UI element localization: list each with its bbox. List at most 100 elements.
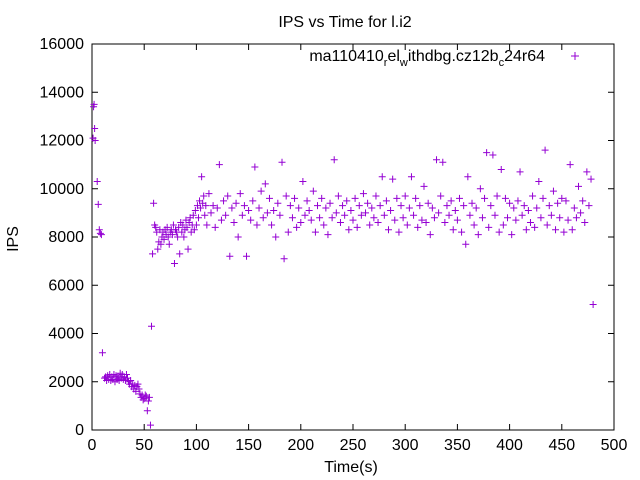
data-point [587,175,595,183]
x-axis-label: Time(s) [324,459,378,476]
data-point [447,197,455,205]
x-tick-label: 450 [548,437,575,454]
data-point [510,204,518,212]
data-point [98,349,106,357]
data-point [458,228,466,236]
data-point [387,206,395,214]
data-point [382,197,390,205]
data-point [232,199,240,207]
x-tick-label: 400 [496,437,523,454]
data-point [405,204,413,212]
data-point [401,192,409,200]
data-point [547,211,555,219]
series-points [89,100,597,429]
data-point [357,211,365,219]
data-point [122,371,130,379]
y-axis: 0 2000 4000 6000 8000 10000 12000 14000 16000 [40,36,614,439]
data-point [468,199,476,207]
data-point [259,214,267,222]
data-point [202,202,210,210]
data-point [560,228,568,236]
x-tick-label: 300 [392,437,419,454]
data-point [293,223,301,231]
legend-label-part: el [387,48,399,65]
data-point [579,197,587,205]
data-point [305,206,313,214]
data-point [470,221,478,229]
data-point [95,226,103,234]
data-point [236,190,244,198]
data-point [234,233,242,241]
data-point [114,373,122,381]
data-point [420,182,428,190]
data-point [418,216,426,224]
data-point [291,194,299,202]
data-point [201,211,209,219]
data-point [149,250,157,258]
data-point [251,163,259,171]
data-point [280,255,288,263]
data-point [349,216,357,224]
data-point [175,223,183,231]
data-point [572,214,580,222]
data-point [531,223,539,231]
data-point [295,204,303,212]
data-point [91,137,99,144]
y-axis-label: IPS [5,226,22,252]
data-point [541,146,549,154]
data-point [238,211,246,219]
data-point [441,219,449,227]
y-tick-label: 0 [75,422,84,439]
x-tick-label: 150 [235,437,262,454]
data-point [583,168,591,176]
data-point [145,393,153,401]
data-point [165,240,173,248]
data-point [146,421,154,429]
data-point [439,158,447,166]
y-tick-label: 6000 [48,277,84,294]
data-point [94,200,102,208]
data-point [261,180,269,188]
y-tick-label: 2000 [48,374,84,391]
y-tick-label: 14000 [40,84,85,101]
data-point [157,240,165,248]
data-point [303,197,311,205]
data-point [485,223,493,231]
data-point [437,192,445,200]
data-point [168,231,176,239]
x-tick-label: 500 [601,437,628,454]
data-point [414,223,422,231]
data-point [412,194,420,202]
data-point [501,194,509,202]
data-point [183,223,191,231]
x-tick-label: 350 [444,437,471,454]
data-point [213,204,221,212]
data-point [545,202,553,210]
data-point [152,223,160,231]
data-point [134,380,142,388]
data-point [198,173,206,181]
data-point [96,229,104,237]
legend-marker [571,52,579,60]
data-point [341,211,349,219]
data-point [407,173,415,181]
data-point [220,197,228,205]
data-point [520,202,528,210]
data-point [416,202,424,210]
data-point [353,223,361,231]
data-point [286,202,294,210]
data-point [562,197,570,205]
data-point [568,226,576,234]
legend-label-part: 24r64 [504,48,545,65]
data-point [139,396,147,404]
data-point [228,204,236,212]
data-point [543,221,551,229]
data-point [255,204,263,212]
data-point [91,124,99,132]
data-point [336,219,344,227]
y-tick-label: 16000 [40,36,85,53]
data-point [211,223,219,231]
x-tick-label: 50 [135,437,153,454]
data-point [478,214,486,222]
